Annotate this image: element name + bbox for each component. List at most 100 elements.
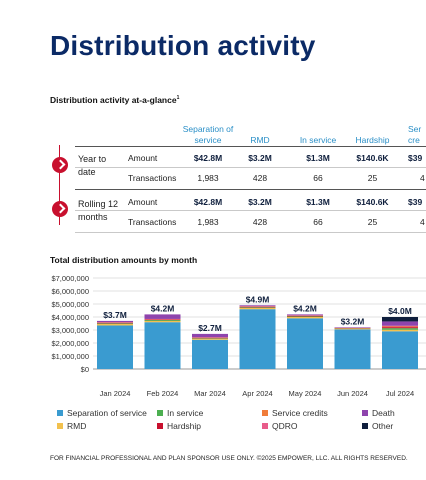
- table-cell: $3.2M: [248, 153, 272, 163]
- legend-label: In service: [167, 408, 204, 418]
- period-label-ytd: Year to date: [78, 154, 107, 177]
- bar-segment: [239, 309, 276, 369]
- table-cell: 1,983: [197, 217, 219, 227]
- table-cell: $1.3M: [306, 153, 330, 163]
- table-cell: 25: [367, 173, 378, 183]
- stacked-bar-chart: $0 $1,000,000 $2,000,000 $3,000,000 $4,000,0…: [51, 274, 426, 398]
- metric-label: Transactions: [128, 217, 177, 227]
- bar-segment: [382, 331, 418, 369]
- bar-segment: [97, 320, 133, 323]
- bar-total-label: $4.0M: [388, 306, 412, 316]
- y-tick-label: $2,000,000: [51, 339, 89, 348]
- table-cell: $3.2M: [248, 197, 272, 207]
- table-cell: $39: [408, 153, 423, 163]
- legend-label: Service credits: [272, 408, 328, 418]
- y-tick-label: $4,000,000: [51, 313, 89, 322]
- bar-total-label: $2.7M: [198, 323, 222, 333]
- x-tick-label: Feb 2024: [147, 389, 179, 398]
- legend-swatch: [157, 423, 163, 429]
- bar-segment: [239, 306, 276, 307]
- y-tick-label: $0: [81, 365, 89, 374]
- table-cell: $39: [408, 197, 423, 207]
- table-cell: 25: [367, 217, 378, 227]
- table-cell: 1,983: [197, 173, 219, 183]
- bar-segment: [239, 306, 276, 307]
- table-cell: 428: [252, 173, 268, 183]
- period-label-rolling: Rolling 12 months: [78, 199, 119, 222]
- legend-swatch: [262, 410, 268, 416]
- legend-label: RMD: [67, 421, 87, 431]
- y-tick-label: $7,000,000: [51, 274, 89, 283]
- bar-segment: [97, 323, 133, 326]
- col-header-separation: Separation of service: [178, 124, 238, 146]
- table-cell: 4: [420, 217, 425, 227]
- col-header-hardship: Hardship: [355, 135, 390, 145]
- legend-item: Service credits: [262, 408, 328, 418]
- bar-segment: [97, 325, 133, 369]
- bar-segment: [144, 322, 181, 369]
- bar-total-label: $3.2M: [341, 316, 365, 326]
- bar-segment: [192, 337, 228, 339]
- bar-segment: [382, 328, 418, 330]
- x-tick-label: May 2024: [289, 389, 322, 398]
- bar-segment: [192, 338, 228, 340]
- legend-item: Other: [362, 421, 393, 431]
- bar-segment: [144, 319, 181, 321]
- bar-segment: [287, 315, 323, 317]
- bar-total-label: $4.9M: [246, 294, 270, 304]
- page-title: Distribution activity: [50, 30, 316, 61]
- x-tick-label: Apr 2024: [242, 389, 272, 398]
- legend-swatch: [157, 410, 163, 416]
- bar-segment: [97, 322, 133, 324]
- legend-item: QDRO: [262, 421, 298, 431]
- bar-segment: [239, 305, 276, 307]
- bar-segment: [287, 315, 323, 316]
- y-tick-label: $1,000,000: [51, 352, 89, 361]
- bar-segment: [97, 322, 133, 323]
- bar-segment: [97, 322, 133, 323]
- bar-segment: [287, 318, 323, 369]
- table-cell: 428: [252, 217, 268, 227]
- y-tick-label: $3,000,000: [51, 326, 89, 335]
- legend-label: Other: [372, 421, 394, 431]
- chevron-right-icon[interactable]: [52, 157, 68, 173]
- legend-item: RMD: [57, 421, 86, 431]
- footer-disclaimer: FOR FINANCIAL PROFESSIONAL AND PLAN SPON…: [50, 455, 408, 462]
- legend-swatch: [57, 410, 63, 416]
- x-tick-label: Jul 2024: [386, 389, 414, 398]
- bar-segment: [144, 318, 181, 320]
- bar-segment: [239, 306, 276, 308]
- bar-segment: [97, 323, 133, 324]
- table-cell: $42.8M: [193, 153, 223, 163]
- col-header-service-credits-line2: cre: [408, 135, 420, 145]
- bar-segment: [287, 315, 323, 317]
- bar-segment: [334, 328, 371, 330]
- bar-segment: [334, 329, 371, 369]
- table-cell: $140.6K: [356, 153, 389, 163]
- y-tick-label: $6,000,000: [51, 287, 89, 296]
- legend-label: Hardship: [167, 421, 202, 431]
- bar-segment: [382, 325, 418, 327]
- at-a-glance-heading: Distribution activity at-a-glance1: [50, 95, 179, 105]
- table-rule: [75, 189, 426, 190]
- bar-segment: [192, 337, 228, 339]
- legend-swatch: [262, 423, 268, 429]
- metric-label: Amount: [128, 153, 158, 163]
- legend-label: QDRO: [272, 421, 298, 431]
- legend-item: Death: [362, 408, 395, 418]
- bar-segment: [382, 321, 418, 326]
- bar-segment: [144, 320, 181, 323]
- table-cell: 66: [313, 173, 323, 183]
- col-header-service-credits: Ser cre: [408, 124, 426, 146]
- legend-swatch: [362, 410, 368, 416]
- metric-label: Amount: [128, 197, 158, 207]
- col-header-separation-line1: Separation of: [182, 124, 234, 134]
- chevron-right-icon[interactable]: [52, 201, 68, 217]
- table-top-rule: [75, 146, 426, 147]
- bar-segment: [334, 328, 371, 329]
- bar-segment: [239, 307, 276, 310]
- bar-segment: [239, 307, 276, 308]
- col-header-in-service: In service: [299, 135, 337, 145]
- bar-segment: [192, 337, 228, 338]
- chart-title: Total distribution amounts by month: [50, 255, 198, 265]
